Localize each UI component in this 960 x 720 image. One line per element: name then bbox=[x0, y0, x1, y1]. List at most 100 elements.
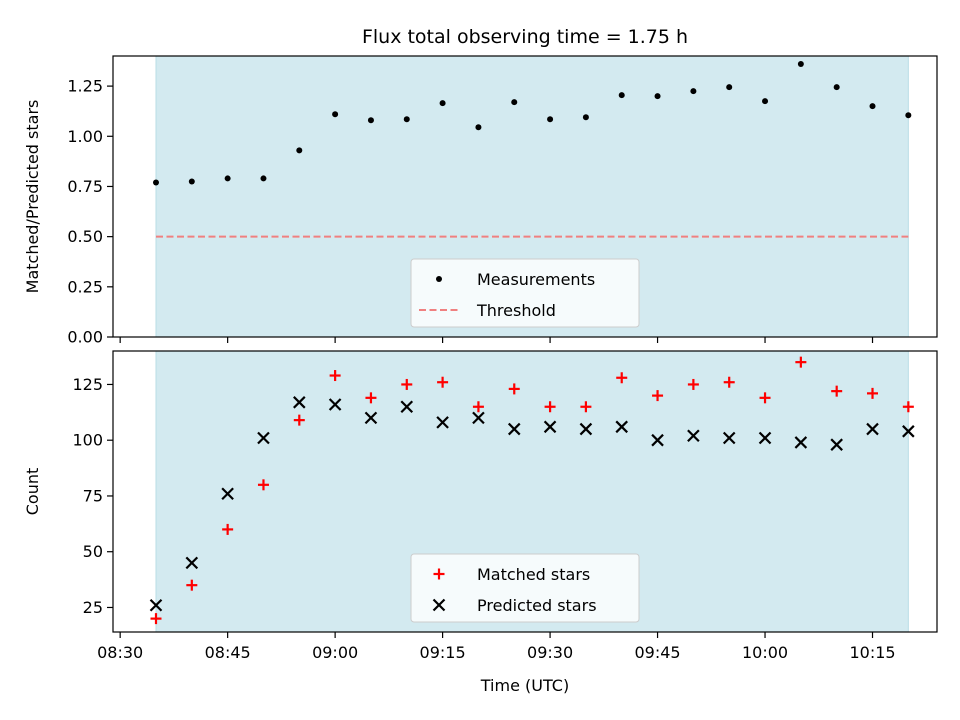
measurements-point bbox=[152, 179, 159, 186]
bottom-y-tick-label: 50 bbox=[83, 542, 103, 561]
x-tick-label: 09:45 bbox=[635, 643, 681, 662]
matched-stars-point bbox=[329, 370, 341, 382]
measurements-point bbox=[547, 116, 554, 123]
matched-stars-point bbox=[257, 479, 269, 491]
predicted-stars-point bbox=[149, 598, 163, 612]
matched-stars-point bbox=[544, 401, 556, 413]
matched-stars-point bbox=[293, 414, 305, 426]
bottom-y-tick-label: 125 bbox=[72, 375, 103, 394]
legend-label-threshold: Threshold bbox=[476, 301, 556, 320]
matched-stars-point bbox=[150, 613, 162, 625]
predicted-stars-point bbox=[472, 411, 485, 425]
legend-marker-predicted-stars bbox=[432, 598, 446, 612]
matched-stars-point bbox=[723, 376, 735, 388]
x-axis-label: Time (UTC) bbox=[480, 676, 569, 695]
matched-stars-point bbox=[222, 523, 234, 535]
matched-stars-point bbox=[186, 579, 198, 591]
measurements-point bbox=[797, 61, 804, 68]
chart-title: Flux total observing time = 1.75 h bbox=[362, 26, 688, 48]
matched-stars-point bbox=[867, 387, 879, 399]
measurements-point bbox=[332, 111, 339, 118]
legend-label-measurements: Measurements bbox=[477, 270, 595, 289]
top-y-tick-label: 0.00 bbox=[67, 328, 103, 347]
legend-marker-matched-stars bbox=[433, 568, 445, 580]
predicted-stars-point bbox=[758, 431, 772, 445]
matched-stars-point bbox=[759, 392, 771, 404]
matched-stars-point bbox=[616, 372, 628, 384]
measurements-point bbox=[403, 116, 410, 123]
matched-stars-point bbox=[508, 383, 520, 395]
top-axes-frame bbox=[112, 55, 938, 338]
measurements-point bbox=[690, 88, 697, 95]
predicted-stars-point bbox=[543, 420, 557, 434]
measurements-point bbox=[296, 147, 303, 154]
predicted-stars-point bbox=[830, 438, 843, 451]
bottom-axes-frame bbox=[112, 350, 938, 633]
measurements-point bbox=[869, 103, 876, 110]
measurements-point bbox=[582, 114, 589, 121]
x-tick-label: 09:15 bbox=[420, 643, 466, 662]
bottom-y-axis-label: Count bbox=[23, 468, 42, 516]
bottom-panel-star-counts: 25 50 75 100 125 08:30 08:45 09:00 09:15 09:30 09:… bbox=[23, 350, 938, 695]
predicted-stars-point bbox=[687, 429, 700, 443]
predicted-stars-point bbox=[579, 422, 593, 436]
measurements-point bbox=[188, 178, 195, 185]
predicted-stars-point bbox=[722, 431, 736, 445]
x-tick-label: 08:45 bbox=[205, 643, 251, 662]
predicted-stars-point bbox=[436, 416, 449, 429]
measurements-point bbox=[439, 100, 446, 107]
measurements-point bbox=[762, 98, 769, 105]
measurements-point bbox=[511, 99, 518, 106]
measurements-point bbox=[475, 124, 482, 131]
x-tick-label: 10:00 bbox=[742, 643, 788, 662]
x-tick-label: 09:00 bbox=[312, 643, 358, 662]
top-legend: Measurements Threshold bbox=[410, 258, 640, 328]
measurements-point bbox=[726, 84, 733, 91]
predicted-stars-point bbox=[364, 411, 378, 425]
legend-label-predicted-stars: Predicted stars bbox=[477, 596, 597, 615]
matched-stars-point bbox=[687, 378, 699, 390]
predicted-stars-point bbox=[794, 436, 808, 449]
top-y-axis-label: Matched/Predicted stars bbox=[23, 100, 42, 294]
predicted-stars-point bbox=[293, 396, 306, 409]
matched-stars-point bbox=[831, 385, 843, 397]
predicted-stars-point bbox=[221, 487, 234, 501]
measurements-point bbox=[618, 92, 625, 99]
predicted-stars-point bbox=[651, 433, 664, 447]
x-tick-label: 09:30 bbox=[527, 643, 573, 662]
predicted-stars-point bbox=[902, 425, 915, 438]
legend-label-matched-stars: Matched stars bbox=[477, 565, 590, 584]
matched-stars-point bbox=[472, 401, 484, 413]
bottom-y-tick-label: 25 bbox=[83, 598, 103, 617]
bottom-y-tick-label: 75 bbox=[83, 486, 103, 505]
top-y-tick-label: 0.50 bbox=[67, 227, 103, 246]
matched-stars-point bbox=[652, 390, 664, 402]
top-panel-matched-predicted-ratio: 0.00 0.25 0.50 0.75 1.00 1.25 Matched/Predicte… bbox=[23, 55, 938, 347]
predicted-stars-point bbox=[507, 422, 521, 436]
x-tick-label: 08:30 bbox=[97, 643, 143, 662]
measurements-point bbox=[654, 93, 661, 100]
x-tick-label: 10:15 bbox=[849, 643, 895, 662]
predicted-stars-point bbox=[185, 556, 199, 570]
measurements-point bbox=[367, 117, 374, 124]
predicted-stars-point bbox=[328, 398, 342, 411]
measurements-point bbox=[905, 112, 912, 119]
matched-stars-point bbox=[437, 376, 449, 388]
legend-marker-measurements bbox=[436, 276, 442, 282]
top-y-tick-label: 0.25 bbox=[67, 277, 103, 296]
predicted-stars-point bbox=[257, 431, 270, 445]
matched-stars-point bbox=[401, 378, 413, 390]
measurements-point bbox=[833, 84, 840, 91]
matched-stars-point bbox=[365, 392, 377, 404]
bottom-legend: Matched stars Predicted stars bbox=[410, 553, 640, 623]
matched-stars-point bbox=[580, 401, 592, 413]
measurements-point bbox=[260, 175, 267, 182]
matched-stars-point bbox=[795, 356, 807, 368]
predicted-stars-point bbox=[615, 420, 629, 434]
top-y-tick-label: 0.75 bbox=[67, 177, 103, 196]
matched-stars-point bbox=[902, 401, 914, 413]
bottom-y-tick-label: 100 bbox=[72, 431, 103, 450]
top-y-tick-label: 1.00 bbox=[67, 127, 103, 146]
predicted-stars-point bbox=[866, 422, 879, 436]
